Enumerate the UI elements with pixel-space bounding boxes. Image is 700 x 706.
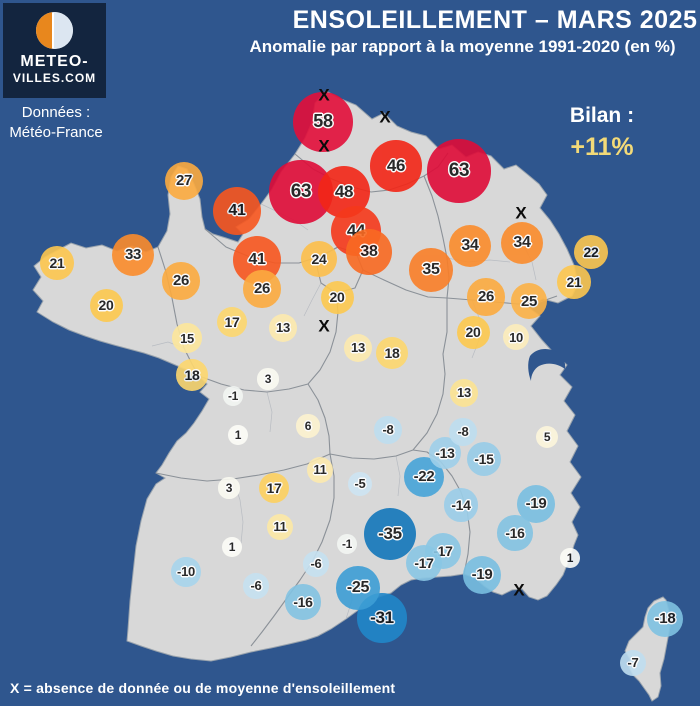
data-point: -1 xyxy=(336,533,358,555)
data-point: 13 xyxy=(268,313,298,343)
data-point: -25 xyxy=(336,566,380,610)
data-point: 27 xyxy=(165,162,203,200)
data-point: -7 xyxy=(619,649,647,677)
no-data-x-mark: X xyxy=(318,316,330,336)
data-point: 20 xyxy=(89,288,123,322)
data-point: 13 xyxy=(343,333,373,363)
data-point: 34 xyxy=(448,224,492,268)
no-data-x-mark: X xyxy=(513,580,525,600)
data-point: 22 xyxy=(573,234,609,270)
data-point: 17 xyxy=(216,306,248,338)
no-data-x-mark: X xyxy=(379,107,391,127)
no-data-x-mark: X xyxy=(318,85,330,105)
page-subtitle: Anomalie par rapport à la moyenne 1991-2… xyxy=(249,37,676,56)
data-point: 18 xyxy=(176,359,208,391)
data-point: 3 xyxy=(218,477,240,499)
data-point: 10 xyxy=(503,324,529,350)
data-point: 63 xyxy=(427,139,491,203)
data-point: -6 xyxy=(243,573,269,599)
data-point: 15 xyxy=(172,323,202,353)
data-source-note: Données : Météo-France xyxy=(0,103,112,142)
data-point: -6 xyxy=(303,551,329,577)
data-point: 20 xyxy=(320,280,354,314)
data-point: -8 xyxy=(374,416,402,444)
bilan-label: Bilan : xyxy=(569,104,635,127)
logo-text-line2: VILLES.COM xyxy=(12,71,97,85)
data-point: 41 xyxy=(213,187,261,235)
data-point: 3 xyxy=(257,368,279,390)
logo-text-line1: METEO- xyxy=(20,53,89,70)
data-point: 26 xyxy=(243,270,281,308)
data-point: -35 xyxy=(363,507,417,561)
bilan-summary: Bilan : +11% xyxy=(542,104,662,162)
data-point: 33 xyxy=(111,233,155,277)
no-data-x-mark: X xyxy=(318,136,330,156)
data-point: 11 xyxy=(306,456,334,484)
data-point: 26 xyxy=(162,262,200,300)
half-orange-half-white-sun-disc-icon xyxy=(36,12,73,49)
data-point: 21 xyxy=(557,265,591,299)
data-point: -1 xyxy=(222,385,244,407)
data-point: 21 xyxy=(40,246,74,280)
meteo-villes-logo[interactable]: METEO- VILLES.COM xyxy=(3,3,106,98)
data-point: 17 xyxy=(258,472,290,504)
data-point: -16 xyxy=(497,515,533,551)
data-point: -14 xyxy=(444,488,478,522)
source-line1: Données : xyxy=(21,104,91,121)
footer-legend-note: X = absence de donnée ou de moyenne d'en… xyxy=(10,680,396,696)
data-point: 25 xyxy=(510,282,548,320)
data-point: -10 xyxy=(171,557,201,587)
page-title: ENSOLEILLEMENT – MARS 2025 xyxy=(292,6,698,34)
data-point: 38 xyxy=(346,229,392,275)
data-point: 58 xyxy=(293,92,353,152)
data-point: 24 xyxy=(301,241,337,277)
bilan-value: +11% xyxy=(570,133,634,161)
data-point: 11 xyxy=(266,513,294,541)
data-point: 34 xyxy=(500,221,544,265)
no-data-x-mark: X xyxy=(515,203,527,223)
data-point: 1 xyxy=(560,548,580,568)
data-point: -17 xyxy=(406,545,442,581)
data-point: 18 xyxy=(376,337,408,369)
data-point: 5 xyxy=(535,425,559,449)
data-point: 1 xyxy=(228,425,248,445)
data-point: -16 xyxy=(285,584,321,620)
data-point: 35 xyxy=(409,248,453,292)
data-point: -19 xyxy=(463,556,501,594)
data-point: 6 xyxy=(296,414,320,438)
data-point: 13 xyxy=(449,378,479,408)
data-point: -8 xyxy=(449,418,477,446)
source-line2: Météo-France xyxy=(9,123,103,141)
data-point: 46 xyxy=(370,140,422,192)
data-point: -5 xyxy=(347,471,373,497)
data-point: 26 xyxy=(467,278,505,316)
data-point: -15 xyxy=(466,441,502,477)
data-point: -18 xyxy=(646,600,684,638)
lake-geneva-shape xyxy=(528,348,566,381)
data-point: 1 xyxy=(222,537,242,557)
data-point: 20 xyxy=(456,315,490,349)
